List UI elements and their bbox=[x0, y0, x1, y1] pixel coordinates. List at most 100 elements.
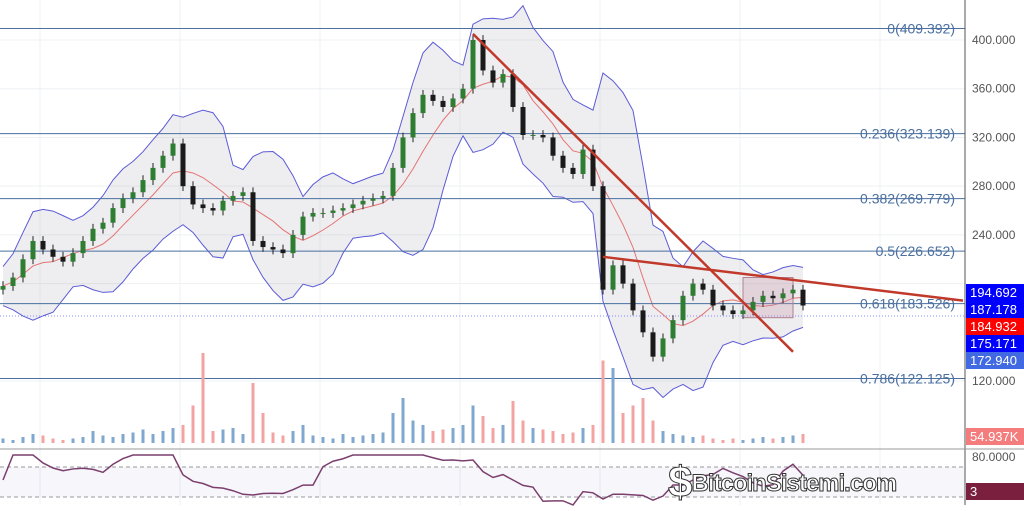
candle bbox=[190, 186, 196, 205]
candle bbox=[740, 310, 746, 315]
candle bbox=[360, 200, 366, 205]
volume-bar bbox=[271, 432, 275, 443]
candle bbox=[700, 283, 706, 290]
candle bbox=[50, 249, 56, 257]
volume-bar bbox=[541, 429, 545, 443]
fib-level-label: 0.382(269.779) bbox=[860, 191, 955, 207]
volume-bar bbox=[91, 431, 95, 443]
candle bbox=[450, 98, 456, 107]
candle bbox=[570, 167, 576, 174]
candle bbox=[630, 283, 636, 311]
candle bbox=[640, 310, 646, 333]
volume-bar bbox=[601, 360, 605, 443]
volume-bar bbox=[631, 405, 635, 443]
volume-bar bbox=[141, 429, 145, 443]
volume-bar bbox=[231, 428, 235, 443]
volume-bar bbox=[31, 434, 35, 443]
volume-bar bbox=[381, 432, 385, 443]
volume-bar bbox=[771, 438, 775, 443]
volume-bar bbox=[1, 438, 5, 443]
candle bbox=[130, 192, 136, 199]
volume-bar bbox=[461, 425, 465, 443]
candle bbox=[20, 259, 26, 278]
volume-bar bbox=[11, 440, 15, 443]
candle bbox=[680, 295, 686, 321]
volume-bar bbox=[321, 437, 325, 443]
volume-bar bbox=[511, 401, 515, 443]
volume-bar bbox=[161, 431, 165, 443]
watermark-logo: $BitcoinSistemi.com bbox=[667, 458, 897, 508]
volume-bar bbox=[361, 435, 365, 443]
candle bbox=[660, 338, 666, 357]
candle bbox=[60, 256, 66, 262]
candle bbox=[610, 265, 616, 290]
candle bbox=[380, 195, 386, 199]
candle bbox=[410, 113, 416, 138]
candle bbox=[140, 180, 146, 193]
candle bbox=[260, 240, 266, 248]
volume-bar bbox=[621, 413, 625, 443]
candle bbox=[750, 301, 756, 311]
volume-bar bbox=[751, 438, 755, 443]
candle bbox=[160, 155, 166, 168]
volume-bar bbox=[331, 438, 335, 443]
volume-bar bbox=[211, 431, 215, 443]
candle bbox=[280, 249, 286, 254]
price-tag: 194.692 bbox=[966, 284, 1024, 301]
candle bbox=[120, 198, 126, 209]
volume-bar bbox=[451, 428, 455, 443]
candle bbox=[70, 253, 76, 262]
volume-bar bbox=[311, 435, 315, 443]
candle bbox=[420, 94, 426, 114]
candle bbox=[670, 320, 676, 339]
rsi-line bbox=[2, 454, 804, 506]
volume-bar bbox=[351, 437, 355, 443]
candle bbox=[790, 289, 796, 294]
rsi-tick-label: 80.0000 bbox=[972, 450, 1016, 464]
fib-level-label: 0.786(122.125) bbox=[860, 370, 955, 386]
trend-line bbox=[472, 33, 794, 353]
volume-bar bbox=[131, 432, 135, 443]
candle bbox=[40, 240, 46, 250]
candle bbox=[370, 198, 376, 201]
volume-bar bbox=[51, 438, 55, 443]
candle bbox=[200, 204, 206, 209]
volume-bar bbox=[691, 437, 695, 443]
candle bbox=[720, 305, 726, 311]
candle bbox=[650, 332, 656, 357]
candle bbox=[270, 247, 276, 250]
volume-bar bbox=[71, 438, 75, 443]
candle bbox=[620, 265, 626, 284]
volume-bar bbox=[581, 428, 585, 443]
volume-bar bbox=[341, 434, 345, 443]
volume-bar bbox=[551, 431, 555, 443]
volume-bar bbox=[501, 425, 505, 443]
candle bbox=[310, 212, 316, 217]
candle bbox=[400, 137, 406, 168]
y-tick-label: 120.000 bbox=[972, 374, 1016, 388]
price-tag: 175.171 bbox=[966, 335, 1024, 352]
volume-bar bbox=[481, 416, 485, 443]
y-tick-label: 280.000 bbox=[972, 179, 1016, 193]
candle bbox=[730, 310, 736, 315]
fib-level-label: 0.5(226.652) bbox=[876, 243, 955, 259]
candle bbox=[240, 192, 246, 196]
volume-bar bbox=[471, 405, 475, 443]
volume-bar bbox=[491, 428, 495, 443]
candle bbox=[530, 135, 536, 137]
volume-bar bbox=[21, 437, 25, 443]
candle bbox=[490, 70, 496, 83]
candle bbox=[560, 155, 566, 168]
price-tag: 172.940 bbox=[966, 352, 1024, 369]
volume-bar bbox=[791, 435, 795, 443]
volume-bar bbox=[291, 431, 295, 443]
candle bbox=[300, 216, 306, 235]
bollinger-basis bbox=[2, 75, 804, 327]
candle bbox=[520, 106, 526, 136]
volume-bar bbox=[281, 435, 285, 443]
volume-bar bbox=[701, 435, 705, 443]
trend-line bbox=[602, 255, 964, 302]
candle bbox=[580, 149, 586, 174]
